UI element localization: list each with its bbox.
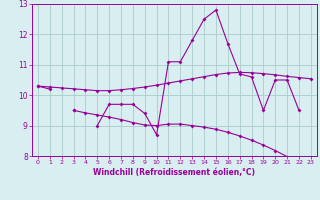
X-axis label: Windchill (Refroidissement éolien,°C): Windchill (Refroidissement éolien,°C) [93, 168, 255, 177]
